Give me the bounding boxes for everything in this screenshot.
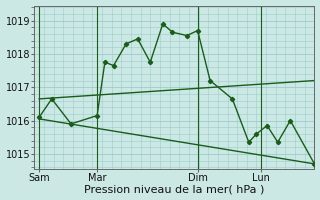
X-axis label: Pression niveau de la mer( hPa ): Pression niveau de la mer( hPa ): [84, 184, 265, 194]
